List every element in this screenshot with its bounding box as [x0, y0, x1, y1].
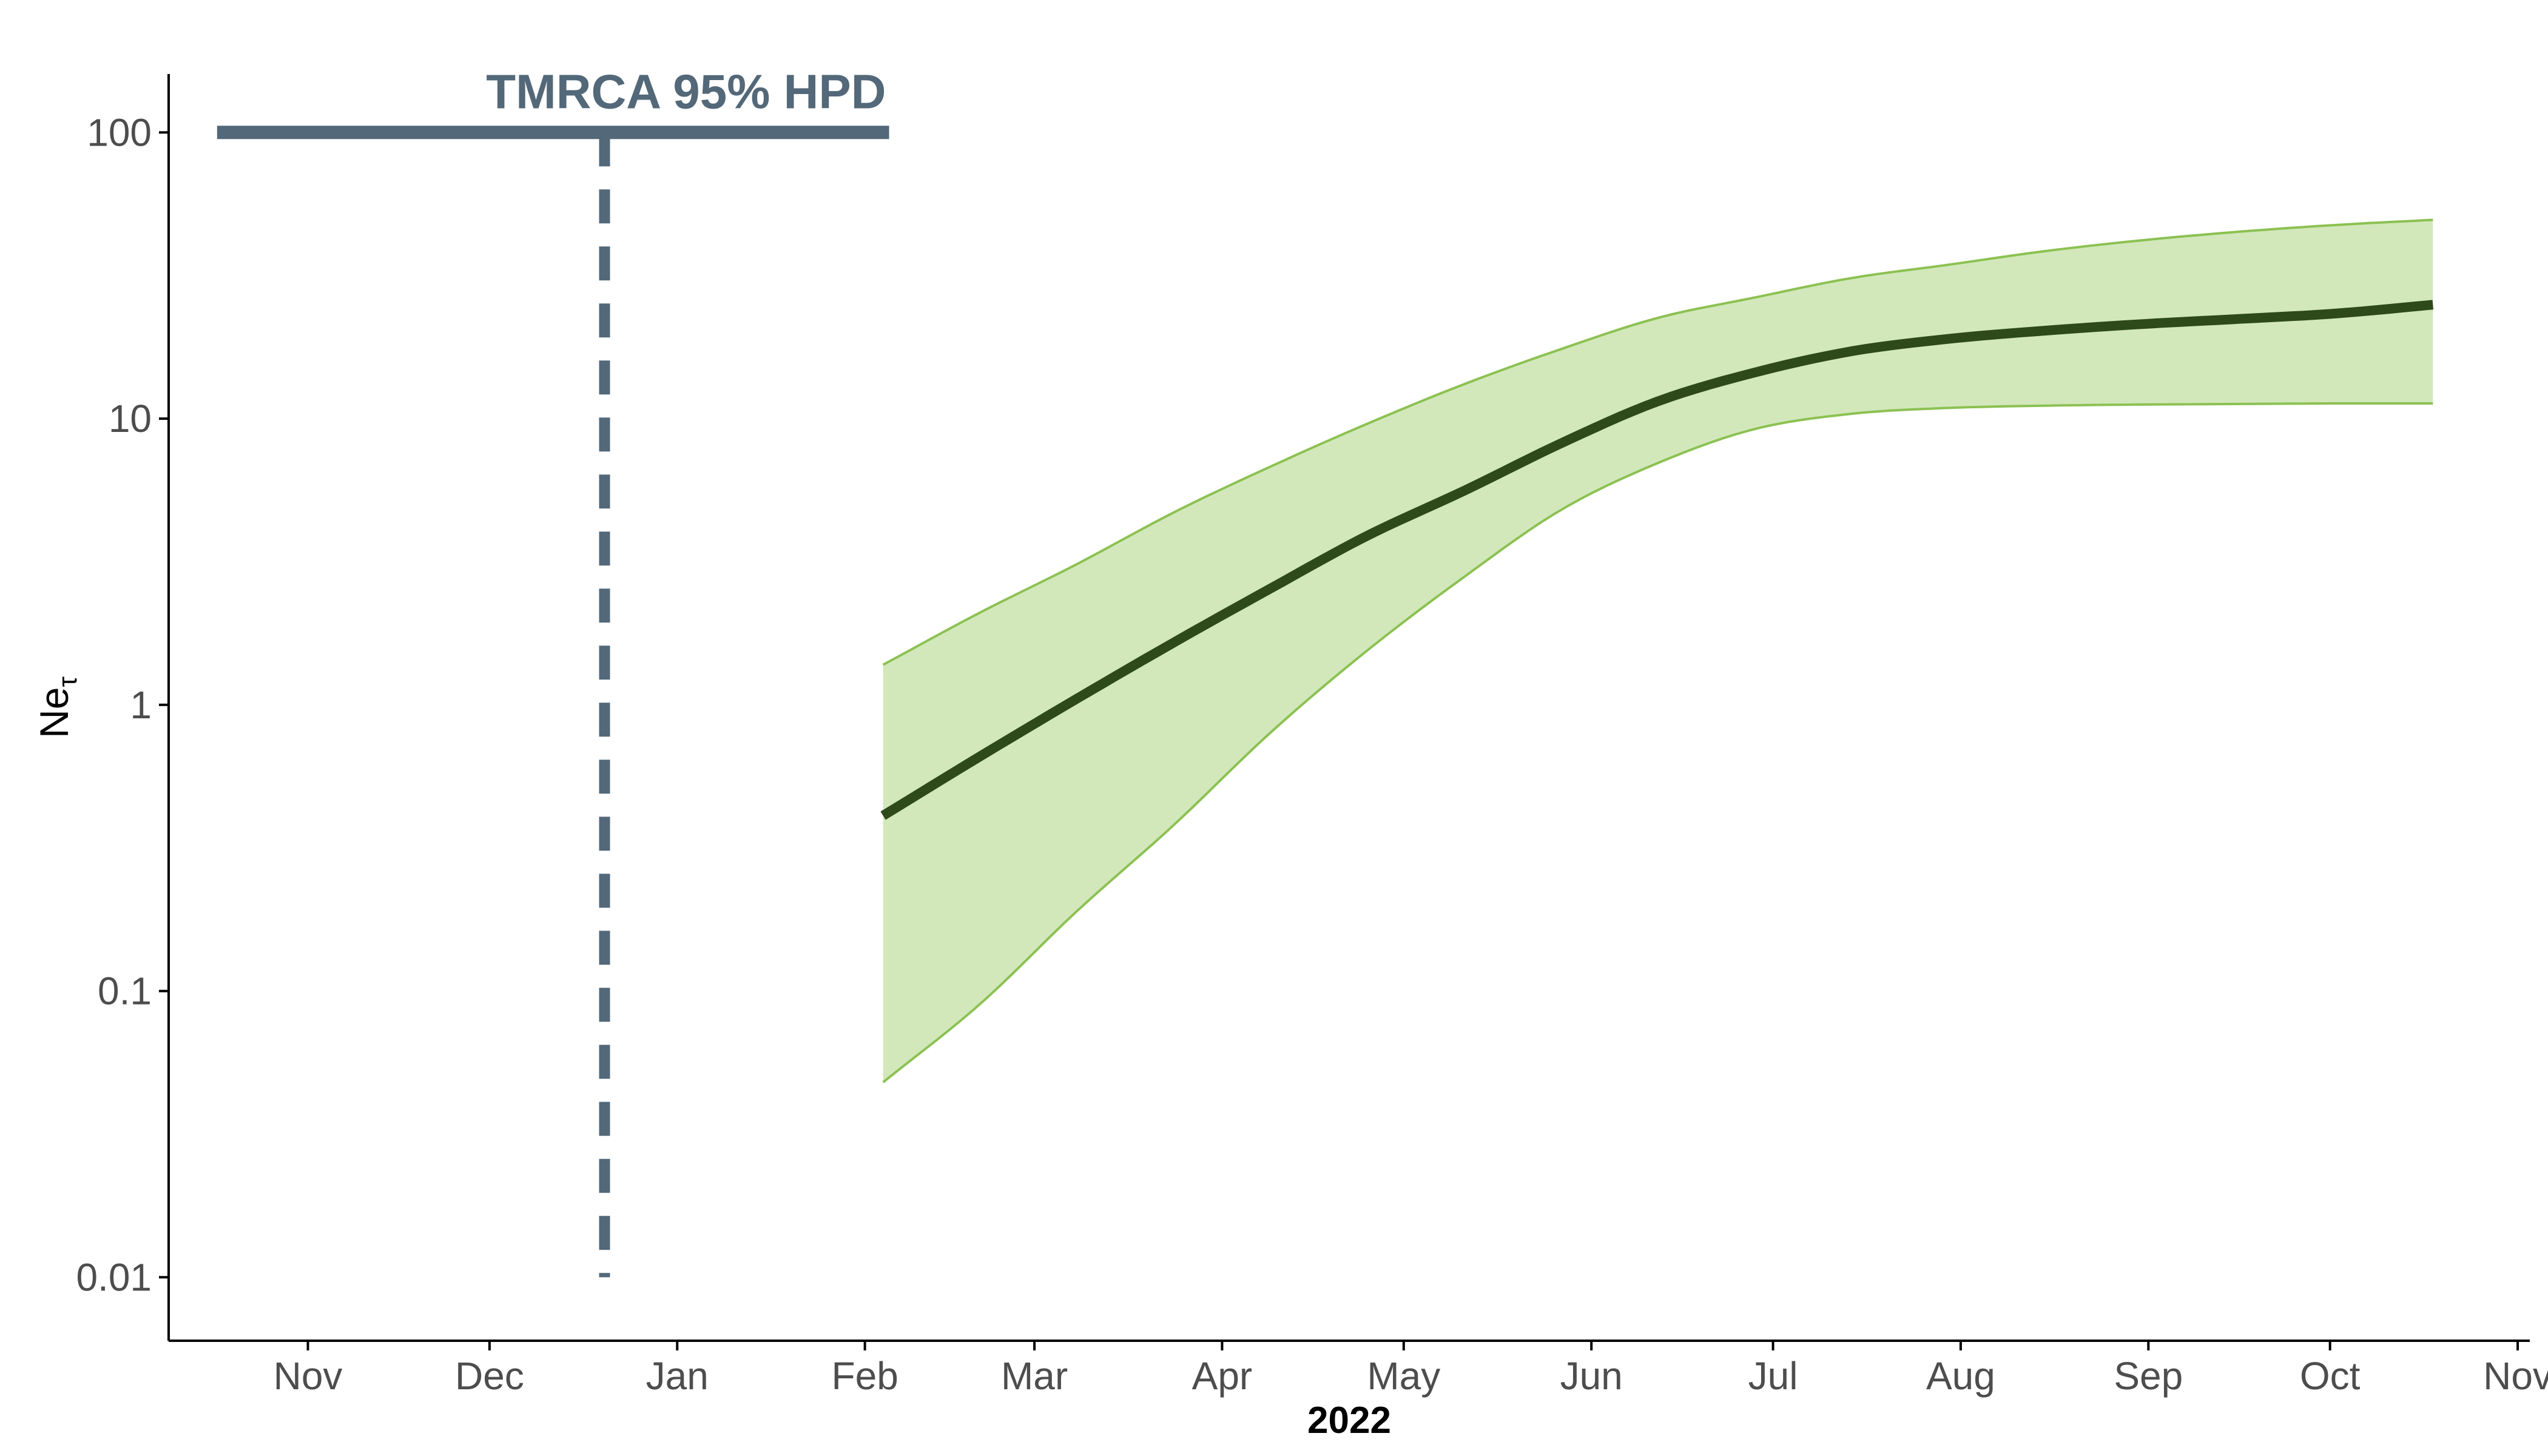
x-tick-label: Nov	[274, 1354, 343, 1398]
upper-bound-line	[882, 218, 2433, 666]
tmrca-annotation-layer: TMRCA 95% HPD	[217, 64, 889, 1278]
y-tick-label: 0.01	[76, 1255, 152, 1299]
tmrca-hpd-label: TMRCA 95% HPD	[486, 64, 886, 118]
x-tick-label: Aug	[1926, 1354, 1995, 1398]
x-tick-label: May	[1367, 1354, 1440, 1398]
x-tick-label: Jul	[1748, 1354, 1798, 1398]
x-tick-label: Feb	[832, 1354, 898, 1398]
y-axis-title: Neτ	[32, 676, 83, 738]
x-tick-label: Sep	[2114, 1354, 2183, 1398]
x-tick-label: Nov	[2483, 1354, 2548, 1398]
lower-bound-line	[882, 402, 2433, 1084]
x-axis-title: 2022	[1307, 1400, 1391, 1441]
median-line-layer	[880, 300, 2434, 820]
confidence-band-layer	[882, 218, 2433, 1084]
y-tick-label: 1	[130, 683, 152, 727]
y-tick-label: 10	[109, 397, 152, 440]
x-tick-label: Jun	[1560, 1354, 1623, 1398]
median-ne-line	[880, 300, 2434, 820]
y-axis-title-subscript: τ	[53, 676, 83, 687]
x-tick-label: Mar	[1001, 1354, 1068, 1398]
y-tick-label: 0.1	[98, 969, 152, 1013]
x-tick-label: Oct	[2300, 1354, 2361, 1398]
x-tick-label: Apr	[1192, 1354, 1253, 1398]
y-axis-title-main: Ne	[32, 687, 76, 738]
hpd-band-area	[883, 220, 2433, 1082]
y-tick-label: 100	[87, 110, 152, 154]
x-tick-label: Dec	[455, 1354, 524, 1398]
x-tick-label: Jan	[646, 1354, 709, 1398]
axes-layer: 0.01 0.1 1 10 100 Nov Dec Jan Feb Mar Apr May Jun Jul…	[76, 74, 2548, 1398]
